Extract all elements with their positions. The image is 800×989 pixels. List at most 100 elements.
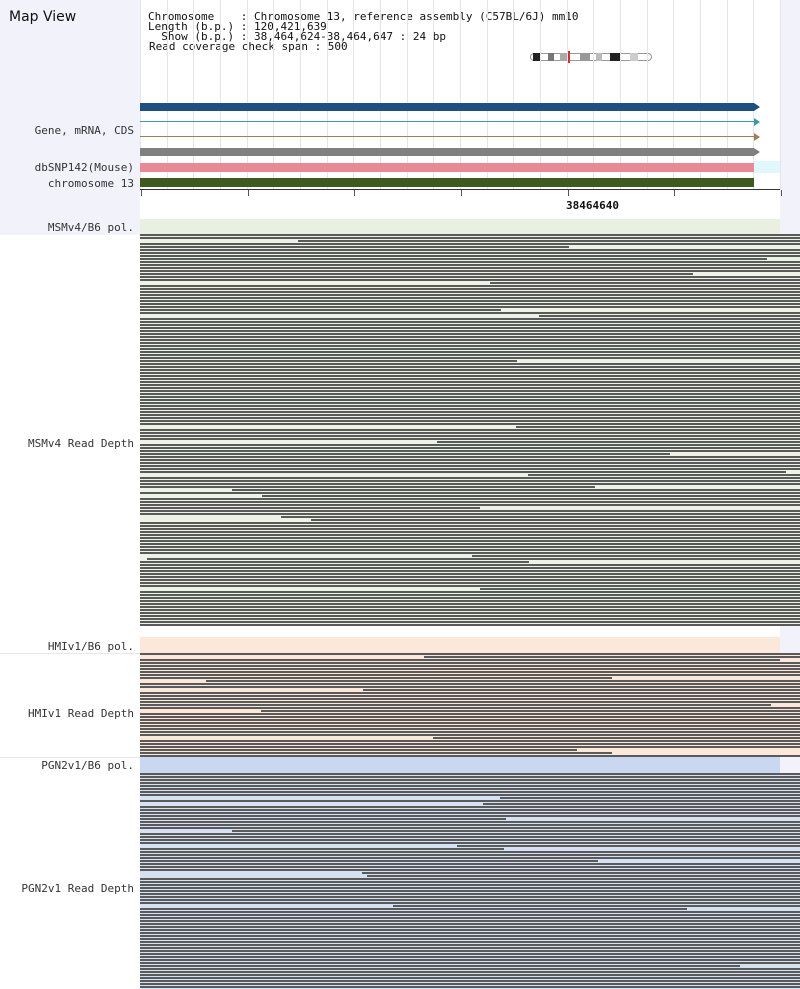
read-line (140, 791, 800, 793)
read-line (140, 276, 800, 278)
read-line (140, 531, 800, 533)
read-line (140, 234, 800, 236)
read-line (140, 890, 800, 892)
grid-line (167, 0, 168, 190)
read-line (140, 471, 786, 473)
read-line (140, 480, 800, 482)
msm-read-depth[interactable] (140, 234, 800, 626)
read-line (140, 836, 800, 838)
mrna-line[interactable] (140, 136, 756, 137)
read-line (140, 339, 800, 341)
read-line (140, 300, 800, 302)
read-line (140, 291, 800, 293)
grid-line (593, 0, 594, 190)
read-line (140, 851, 800, 853)
read-line (140, 965, 740, 967)
cds-bar[interactable] (140, 148, 754, 156)
read-line (206, 680, 800, 682)
read-line (140, 513, 800, 515)
pgn-pol-track[interactable] (140, 757, 780, 774)
read-line (140, 411, 800, 413)
read-line (140, 612, 800, 614)
axis-tick (568, 190, 569, 196)
read-line (140, 249, 800, 251)
read-line (516, 426, 800, 428)
read-line (140, 432, 800, 434)
chromosome-ideogram[interactable] (530, 51, 652, 63)
read-line (490, 282, 800, 284)
read-line (140, 294, 800, 296)
read-line (140, 579, 800, 581)
read-line (140, 255, 800, 257)
read-line (140, 621, 800, 623)
chromosome-bar[interactable] (140, 178, 754, 187)
read-line (140, 600, 800, 602)
read-line (140, 986, 800, 988)
read-line (393, 905, 800, 907)
read-line (140, 561, 529, 563)
grid-line (433, 0, 434, 190)
read-line (140, 312, 800, 314)
read-line (140, 701, 800, 703)
read-line (140, 399, 800, 401)
read-line (140, 435, 800, 437)
transcript-arrow-icon (754, 118, 760, 126)
read-line (367, 875, 800, 877)
coverage-span-info: Read coverage check span : 500 (149, 40, 348, 53)
read-line (140, 947, 800, 949)
read-line (140, 453, 670, 455)
read-line (281, 516, 800, 518)
grid-line (780, 0, 781, 190)
read-line (140, 351, 800, 353)
read-line (140, 501, 800, 503)
read-line (140, 971, 800, 973)
read-line (140, 486, 595, 488)
read-line (140, 695, 800, 697)
read-line (140, 782, 800, 784)
read-line (298, 240, 800, 242)
gene-arrow-icon (754, 103, 760, 111)
read-line (140, 674, 800, 676)
read-line (140, 384, 800, 386)
read-line (140, 719, 800, 721)
read-line (140, 911, 800, 913)
read-line (140, 549, 800, 551)
read-line (140, 677, 612, 679)
snp-bar[interactable] (140, 163, 754, 172)
read-line (140, 869, 800, 871)
read-line (140, 420, 800, 422)
read-line (140, 887, 800, 889)
read-line (483, 803, 800, 805)
hmi-read-depth[interactable] (140, 653, 800, 757)
axis-tick (354, 190, 355, 196)
read-line (140, 438, 800, 440)
read-line (140, 959, 800, 961)
read-line (140, 468, 800, 470)
msm-pol-track[interactable] (140, 219, 780, 235)
read-line (140, 567, 800, 569)
grid-line (647, 0, 648, 190)
read-line (140, 462, 800, 464)
read-line (140, 378, 800, 380)
transcript-line[interactable] (140, 121, 756, 122)
read-line (140, 725, 800, 727)
read-line (437, 441, 800, 443)
read-line (140, 821, 800, 823)
read-line (140, 573, 800, 575)
hmi-pol-track[interactable] (140, 637, 780, 654)
read-line (140, 528, 800, 530)
gene-bar[interactable] (140, 103, 754, 111)
pgn-read-depth[interactable] (140, 773, 800, 989)
read-line (140, 806, 800, 808)
read-line (140, 812, 800, 814)
read-line (140, 591, 800, 593)
read-line (140, 800, 800, 802)
read-line (140, 297, 800, 299)
read-line (140, 950, 800, 952)
axis-tick (248, 190, 249, 196)
read-line (140, 659, 780, 661)
read-line (140, 866, 800, 868)
read-line (140, 237, 800, 239)
read-line (140, 456, 800, 458)
read-line (140, 779, 800, 781)
